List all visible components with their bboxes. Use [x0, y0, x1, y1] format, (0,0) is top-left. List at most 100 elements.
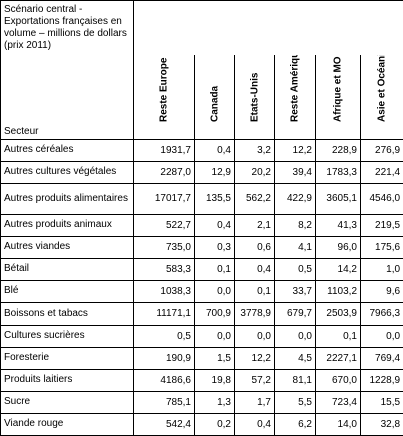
table-cell: 12,2: [235, 347, 275, 369]
table-cell: 2,1: [235, 214, 275, 236]
table-cell: 700,9: [195, 302, 235, 325]
table-cell: 5,5: [275, 391, 316, 413]
row-label: Blé: [1, 280, 134, 302]
table-title: Scénario central - Exportations français…: [1, 1, 134, 55]
table-cell: 1783,3: [316, 161, 361, 183]
table-cell: 1038,3: [134, 280, 195, 302]
table-cell: 190,9: [134, 347, 195, 369]
table-cell: 221,4: [361, 161, 403, 183]
table-cell: 19,8: [195, 369, 235, 391]
table-cell: 1103,2: [316, 280, 361, 302]
table-cell: 0,0: [275, 325, 316, 347]
row-label: Autres cultures végétales: [1, 161, 134, 183]
table-cell: 6,2: [275, 413, 316, 435]
table-cell: 1,5: [195, 347, 235, 369]
row-label: Cultures sucrières: [1, 325, 134, 347]
table-cell: 735,0: [134, 236, 195, 258]
table-cell: 17017,7: [134, 183, 195, 214]
row-label: Produits laitiers: [1, 369, 134, 391]
table-cell: 785,1: [134, 391, 195, 413]
row-label: Autres produits animaux: [1, 214, 134, 236]
table-cell: 0,0: [361, 325, 403, 347]
table-cell: 0,5: [134, 325, 195, 347]
table-cell: 41,3: [316, 214, 361, 236]
table-cell: 228,9: [316, 139, 361, 161]
table-cell: 4,5: [275, 347, 316, 369]
table-cell: 15,5: [361, 391, 403, 413]
table-cell: 39,4: [275, 161, 316, 183]
table-cell: 96,0: [316, 236, 361, 258]
column-header-label: Afrique et MO: [333, 56, 344, 122]
table-cell: 276,9: [361, 139, 403, 161]
table-cell: 4546,0: [361, 183, 403, 214]
table-cell: 175,6: [361, 236, 403, 258]
table-cell: 0,4: [195, 214, 235, 236]
row-label: Autres céréales: [1, 139, 134, 161]
table-cell: 1,0: [361, 258, 403, 280]
table-cell: 14,2: [316, 258, 361, 280]
table-cell: 583,3: [134, 258, 195, 280]
table-cell: 0,0: [235, 325, 275, 347]
table-cell: 12,9: [195, 161, 235, 183]
table-cell: 1,3: [195, 391, 235, 413]
table-cell: 0,0: [195, 325, 235, 347]
table-cell: 0,1: [235, 280, 275, 302]
row-header-secteur: Secteur: [1, 55, 134, 140]
table-cell: 769,4: [361, 347, 403, 369]
table-cell: 723,4: [316, 391, 361, 413]
table-cell: 0,1: [316, 325, 361, 347]
column-header-label: Canada: [209, 85, 220, 121]
column-header-label: Reste Amérique: [290, 55, 301, 122]
table-cell: 8,2: [275, 214, 316, 236]
table-cell: 81,1: [275, 369, 316, 391]
table-cell: 12,2: [275, 139, 316, 161]
table-cell: 542,4: [134, 413, 195, 435]
table-cell: 1228,9: [361, 369, 403, 391]
column-header-label: Etats-Unis: [249, 72, 260, 121]
table-cell: 7966,3: [361, 302, 403, 325]
table-cell: 135,5: [195, 183, 235, 214]
table-cell: 9,6: [361, 280, 403, 302]
table-cell: 562,2: [235, 183, 275, 214]
row-label: Viande rouge: [1, 413, 134, 435]
row-label: Foresterie: [1, 347, 134, 369]
table-cell: 0,3: [195, 236, 235, 258]
table-cell: 1931,7: [134, 139, 195, 161]
column-header: Asie et Océanie: [361, 55, 403, 140]
column-header-label: Asie et Océanie: [377, 55, 388, 122]
table-cell: 4,1: [275, 236, 316, 258]
table-cell: 0,2: [195, 413, 235, 435]
table-cell: 3605,1: [316, 183, 361, 214]
table-cell: 2503,9: [316, 302, 361, 325]
table-cell: 20,2: [235, 161, 275, 183]
column-header: Reste Amérique: [275, 55, 316, 140]
table-cell: 11171,1: [134, 302, 195, 325]
table-cell: 32,8: [361, 413, 403, 435]
table-cell: 57,2: [235, 369, 275, 391]
table-cell: 0,4: [235, 413, 275, 435]
row-label: Boissons et tabacs: [1, 302, 134, 325]
column-header: Etats-Unis: [235, 55, 275, 140]
row-label: Bétail: [1, 258, 134, 280]
table-cell: 0,0: [195, 280, 235, 302]
table-cell: 422,9: [275, 183, 316, 214]
table-cell: 3778,9: [235, 302, 275, 325]
table-cell: 2287,0: [134, 161, 195, 183]
table-cell: 1,7: [235, 391, 275, 413]
column-header: Afrique et MO: [316, 55, 361, 140]
table-cell: 670,0: [316, 369, 361, 391]
table-cell: 0,4: [235, 258, 275, 280]
header-blank: [134, 1, 403, 55]
row-label: Autres viandes: [1, 236, 134, 258]
column-header-label: Reste Europe: [159, 57, 170, 121]
